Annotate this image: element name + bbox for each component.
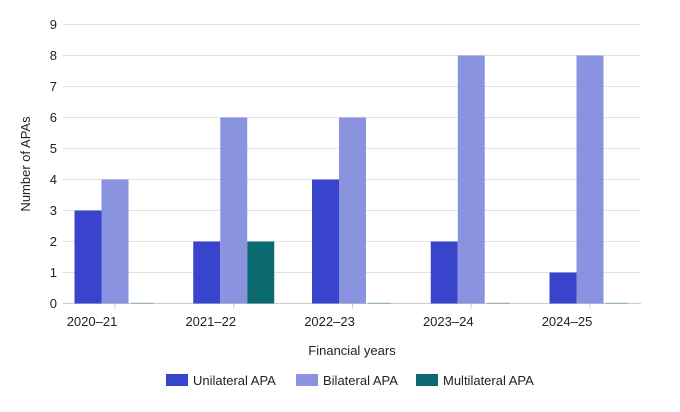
bar-multilateral-apa-zero — [368, 302, 391, 304]
legend: Unilateral APA Bilateral APA Multilateral … — [166, 373, 534, 388]
bar-unilateral-apa — [74, 210, 102, 304]
bar-bilateral-apa — [576, 55, 604, 304]
y-tick-labels: 0 1 2 3 4 5 6 7 8 9 — [50, 17, 57, 311]
bar-unilateral-apa — [193, 241, 221, 304]
y-tick-label: 0 — [50, 296, 57, 311]
y-tick-label: 9 — [50, 17, 57, 32]
x-tick-label: 2024–25 — [542, 314, 593, 329]
bar-unilateral-apa — [430, 241, 458, 304]
legend-swatch — [166, 374, 188, 386]
legend-swatch — [416, 374, 438, 386]
bars — [74, 55, 629, 304]
bar-unilateral-apa — [312, 179, 339, 304]
bar-bilateral-apa — [339, 117, 366, 304]
bar-multilateral-apa-zero — [130, 302, 154, 304]
y-tick-label: 8 — [50, 48, 57, 63]
x-tick-label: 2021–22 — [185, 314, 236, 329]
x-axis-label: Financial years — [308, 343, 396, 358]
x-tick-label: 2022–23 — [304, 314, 355, 329]
y-tick-label: 7 — [50, 79, 57, 94]
y-tick-label: 6 — [50, 110, 57, 125]
bar-unilateral-apa — [549, 272, 577, 304]
y-tick-label: 5 — [50, 141, 57, 156]
y-tick-label: 3 — [50, 203, 57, 218]
bar-multilateral-apa-zero — [486, 302, 510, 304]
y-tick-label: 2 — [50, 234, 57, 249]
bar-multilateral-apa — [247, 241, 275, 304]
legend-label: Bilateral APA — [323, 373, 398, 388]
bar-multilateral-apa-zero — [605, 302, 629, 304]
x-tick-label: 2020–21 — [67, 314, 118, 329]
legend-label: Unilateral APA — [193, 373, 276, 388]
legend-label: Multilateral APA — [443, 373, 534, 388]
y-axis-label: Number of APAs — [18, 116, 33, 212]
x-tick-labels: 2020–21 2021–22 2022–23 2023–24 2024–25 — [67, 303, 593, 329]
y-tick-label: 1 — [50, 265, 57, 280]
y-tick-label: 4 — [50, 172, 57, 187]
bar-bilateral-apa — [101, 179, 129, 304]
bar-bilateral-apa — [457, 55, 485, 304]
legend-swatch — [296, 374, 318, 386]
x-tick-label: 2023–24 — [423, 314, 474, 329]
bar-bilateral-apa — [220, 117, 248, 304]
